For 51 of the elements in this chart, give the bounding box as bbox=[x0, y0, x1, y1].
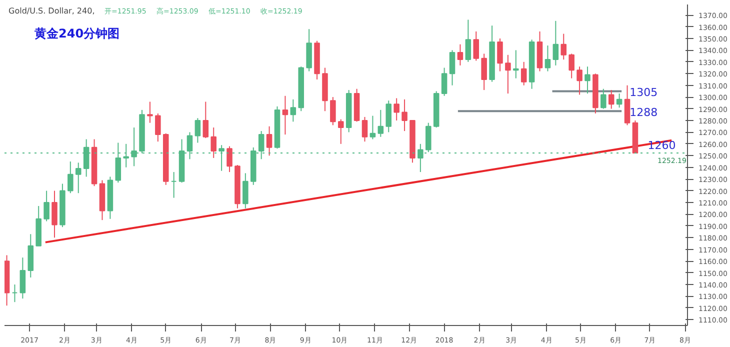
candlestick bbox=[242, 172, 248, 209]
candlestick bbox=[282, 95, 288, 136]
candlestick bbox=[155, 112, 161, 142]
candlestick bbox=[12, 284, 18, 303]
candlestick bbox=[75, 162, 82, 194]
candlestick bbox=[20, 257, 26, 300]
candlestick bbox=[584, 66, 590, 94]
candlestick bbox=[386, 100, 392, 133]
candlestick bbox=[194, 118, 201, 144]
candlestick bbox=[560, 33, 567, 60]
candlestick bbox=[624, 84, 630, 126]
candlestick bbox=[568, 53, 574, 79]
candlestick bbox=[426, 122, 432, 153]
candlestick bbox=[473, 30, 480, 62]
candlestick bbox=[457, 44, 464, 66]
candlestick bbox=[520, 61, 527, 86]
candlestick bbox=[497, 38, 503, 72]
candlestick bbox=[608, 90, 614, 110]
candlestick bbox=[147, 101, 153, 124]
annotation: 1288 bbox=[630, 106, 658, 120]
candlestick bbox=[513, 50, 519, 79]
candlestick bbox=[266, 126, 272, 156]
candlestick bbox=[68, 160, 74, 194]
candlestick bbox=[576, 66, 582, 96]
candlestick bbox=[202, 101, 209, 139]
chart-subtitle: Gold/U.S. Dollar, 240, bbox=[8, 6, 95, 16]
candlestick bbox=[370, 115, 376, 140]
candlestick bbox=[362, 116, 368, 142]
candlestick bbox=[544, 45, 551, 72]
candlestick bbox=[52, 190, 58, 238]
candlestick bbox=[449, 50, 456, 86]
candlestick bbox=[290, 98, 296, 122]
candlestick bbox=[481, 53, 487, 91]
candlestick bbox=[505, 54, 511, 94]
candlestick bbox=[402, 98, 408, 132]
candlestick bbox=[394, 98, 400, 121]
candlestick bbox=[330, 96, 336, 126]
annotation: 1260 bbox=[648, 138, 676, 152]
text: 黄金240分钟图 bbox=[34, 26, 120, 40]
candlestick bbox=[378, 109, 384, 138]
candlestick bbox=[441, 67, 448, 96]
candlestick bbox=[338, 118, 344, 144]
candlestick bbox=[170, 172, 177, 198]
candlestick bbox=[552, 20, 559, 66]
candlestick bbox=[226, 146, 232, 173]
candlestick bbox=[600, 88, 606, 110]
candlestick bbox=[210, 127, 216, 158]
candlestick bbox=[465, 19, 472, 62]
candlestick bbox=[44, 190, 50, 222]
annotation: 1305 bbox=[630, 86, 658, 100]
candlestick bbox=[616, 93, 622, 108]
